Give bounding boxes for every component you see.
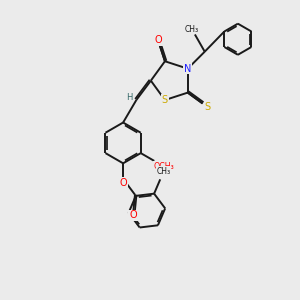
Text: O: O: [119, 178, 127, 188]
Text: S: S: [205, 102, 211, 112]
Text: N: N: [184, 64, 191, 74]
Text: O: O: [129, 210, 137, 220]
Text: H: H: [126, 93, 133, 102]
Text: O: O: [154, 35, 162, 45]
Text: CH₃: CH₃: [185, 25, 199, 34]
Text: S: S: [162, 95, 168, 105]
Text: CH₃: CH₃: [157, 167, 171, 176]
Text: OCH₃: OCH₃: [153, 162, 174, 171]
